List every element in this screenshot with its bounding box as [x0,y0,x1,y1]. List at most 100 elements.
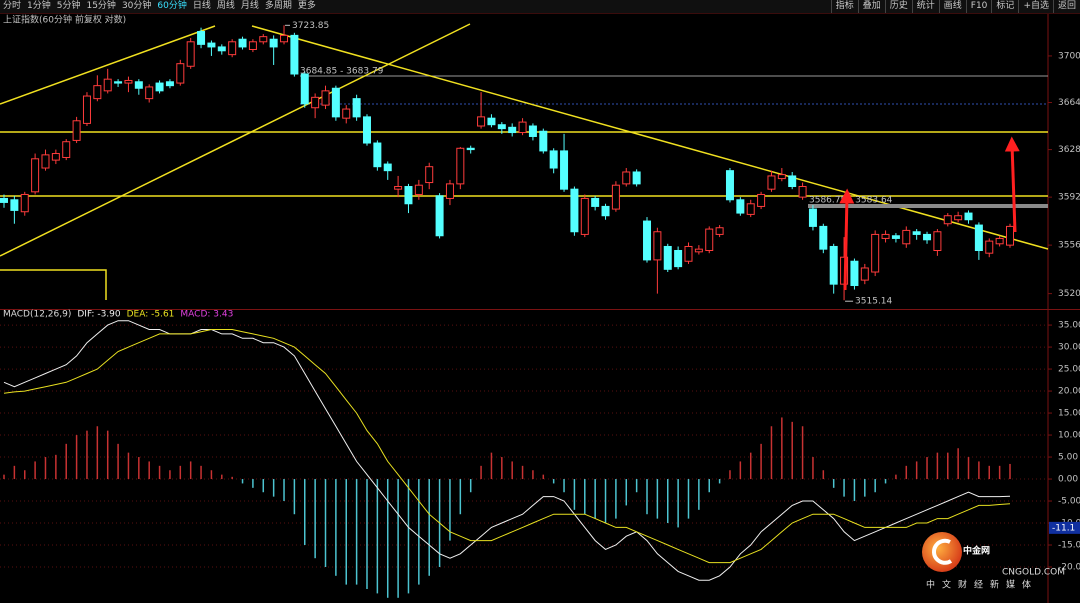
candle-body [456,147,465,185]
candle-body [41,154,50,169]
chart-title: 上证指数(60分钟 前复权 对数) [3,14,126,26]
candle-body [622,171,631,185]
period-tab[interactable]: 分时 [3,1,22,11]
low-label: 3515.14 [855,297,892,307]
y-tick-label: 3628 [1058,145,1080,155]
period-tab[interactable]: 日线 [192,1,211,11]
period-tab[interactable]: 多周期 [264,1,292,11]
candle-body [508,126,517,134]
candle-body [788,175,797,188]
macd-line [3,320,1011,581]
candle-body [1006,225,1014,246]
candle-body [62,141,71,158]
cursor-box [1049,521,1080,534]
period-tab[interactable]: 更多 [297,1,316,11]
tool-button[interactable]: 叠加 [857,0,885,13]
y-tick-label: 3664 [1058,98,1080,108]
period-tab[interactable]: 月线 [240,1,259,11]
lines [3,320,1011,581]
candle-body [715,227,724,235]
tool-button[interactable]: 返回 [1052,0,1080,13]
candle-body [601,205,610,217]
candle-body [767,175,776,190]
logo-domain: CNGOLD.COM [1002,568,1065,578]
tool-button[interactable]: 画线 [938,0,966,13]
tool-button[interactable]: +自选 [1018,0,1053,13]
legend-entry: DEA: -5.61 [127,310,175,320]
candle-body [964,212,973,221]
tool-button[interactable]: 指标 [830,0,858,13]
candle-body [176,63,185,84]
candle-body [549,150,558,169]
candle-body [186,41,195,67]
candle-body [425,166,434,184]
candle-body [259,36,268,43]
candle-body [674,249,683,268]
candle-body [923,233,932,241]
logo-name: 中金网 [963,545,990,557]
candle-body [757,193,766,207]
candle-body [694,248,703,253]
candle-body [290,34,299,75]
period-tab[interactable]: 5分钟 [56,1,81,11]
candle-body [497,124,506,130]
arrows [839,136,1020,291]
candle-body [902,229,911,245]
candle-body [528,125,537,137]
candle-body [798,186,807,198]
tool-buttons: 指标 叠加 历史 统计 画线 F10 标记 +自选 返回 [830,0,1080,13]
candle-body [477,116,486,127]
tool-button[interactable]: 历史 [884,0,912,13]
candle-body [93,85,102,100]
candle-body [954,215,963,221]
y-tick-label: 3700 [1058,51,1080,61]
period-tab[interactable]: 60分钟 [157,1,187,11]
tool-button[interactable]: 统计 [911,0,939,13]
candle-body [300,73,309,105]
period-tab[interactable]: 周线 [216,1,235,11]
candle-body [653,231,662,261]
candle-body [611,184,620,210]
candle-body [51,153,60,161]
y-tick-label: -5.00 [1058,497,1080,507]
y-tick-label: 20.00 [1058,387,1080,397]
period-tab[interactable]: 1分钟 [27,1,51,11]
candle-body [725,170,734,201]
range-label: 3684.85 - 3683.79 [300,67,384,77]
candle-body [383,163,392,172]
candle-body [974,224,983,251]
tool-button[interactable]: 标记 [991,0,1018,13]
period-tab[interactable]: 15分钟 [86,1,116,11]
candle-body [124,79,133,84]
candle-body [943,215,952,225]
candle-body [280,34,289,43]
candle-body [435,195,444,237]
candle-body [560,150,569,190]
candle-body [819,225,828,250]
candle-body [643,220,652,261]
candle-body [684,245,693,262]
y-tick-label: 0.00 [1058,475,1078,485]
candle-body [466,147,475,151]
candle-body [860,267,869,281]
candle-body [248,41,257,51]
candle-body [404,186,413,205]
candle-body [881,233,890,239]
legend-entry: DIF: -3.90 [77,310,121,320]
candle-body [134,81,143,89]
candle-body [871,233,880,273]
drawn-lines [0,23,1049,300]
period-tab[interactable]: 30分钟 [121,1,152,11]
candle-body [207,42,216,48]
candle-body [352,98,361,118]
candle-body [82,95,91,124]
tool-button[interactable]: F10 [965,0,992,13]
candle-body [746,203,755,215]
candle-body [591,197,600,207]
macd-line [3,329,1011,564]
y-tick-label: 3520 [1058,289,1080,299]
candle-body [197,31,206,45]
candle-body [487,117,496,126]
